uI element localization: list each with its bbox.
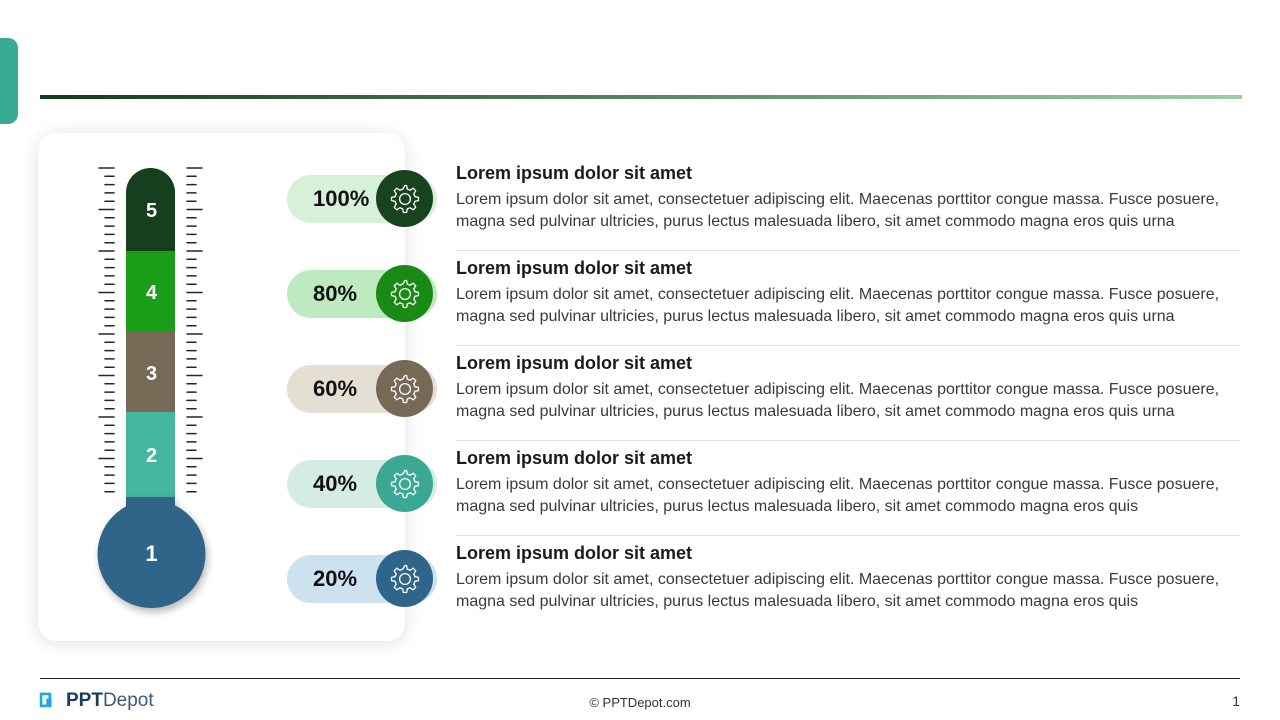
svg-text:4: 4 <box>146 282 158 304</box>
svg-text:5: 5 <box>146 200 157 222</box>
svg-text:3: 3 <box>146 363 157 385</box>
svg-text:2: 2 <box>146 445 157 467</box>
svg-text:1: 1 <box>145 541 157 566</box>
